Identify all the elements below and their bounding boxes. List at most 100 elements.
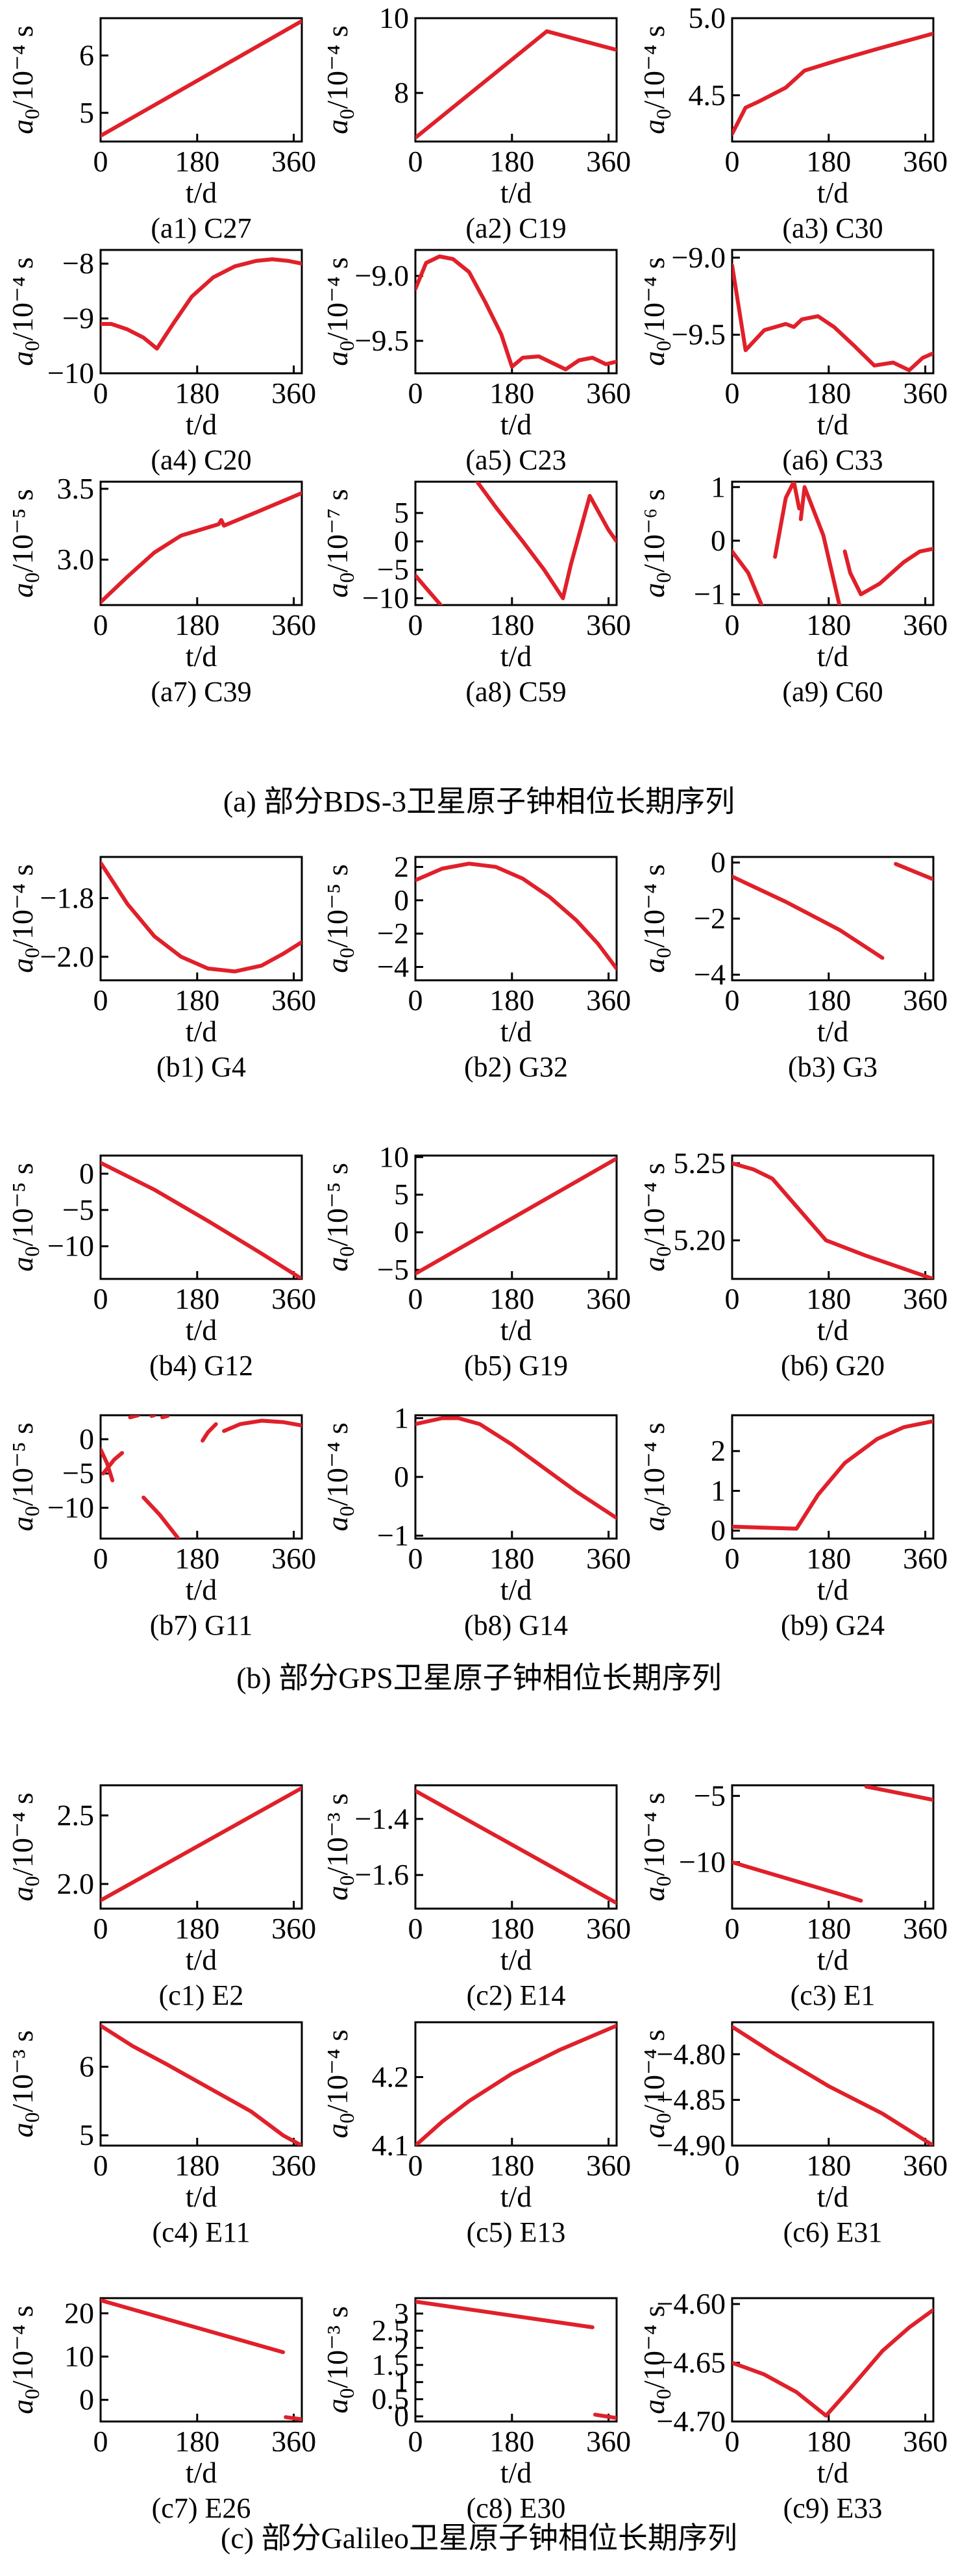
x-tick-label: 360	[903, 377, 948, 410]
axes-box	[414, 1154, 618, 1280]
x-tick-label: 360	[271, 2149, 316, 2182]
x-tick-label: 0	[93, 145, 108, 178]
x-tick-label: 180	[175, 377, 219, 410]
series-line	[798, 485, 842, 605]
axes-box	[99, 480, 303, 606]
y-tick-label: 1	[394, 1402, 409, 1435]
y-tick-label: 4.5	[689, 79, 726, 112]
x-tick-label: 360	[271, 608, 316, 641]
y-axis-label: a0/10⁻⁴ s	[637, 1163, 675, 1272]
subplot-b4g12: 0 180 360−10−50t/da0/10⁻⁵ s(b4) G12	[6, 1154, 316, 1381]
x-axis-label: t/d	[817, 176, 849, 209]
x-axis-label: t/d	[817, 2180, 849, 2213]
x-tick-label: 180	[489, 2149, 534, 2182]
series-line	[284, 2415, 302, 2421]
y-axis-label: a0/10⁻⁵ s	[321, 864, 358, 973]
x-tick-label: 180	[489, 1912, 534, 1945]
y-tick-label: 0	[79, 1157, 94, 1190]
x-tick-label: 0	[93, 1542, 108, 1575]
y-axis-label: a0/10⁻⁴ s	[6, 257, 43, 366]
series-line	[101, 2298, 286, 2355]
y-tick-label: −9.0	[355, 259, 409, 292]
x-axis-label: t/d	[186, 2180, 217, 2213]
subplot-caption: (b3) G3	[788, 1051, 878, 1083]
axes-box	[99, 856, 303, 982]
x-tick-label: 360	[586, 2149, 631, 2182]
x-axis-label: t/d	[817, 2456, 849, 2489]
axes-box	[99, 1784, 303, 1910]
x-tick-label: 360	[903, 1912, 948, 1945]
subplot-c1e2: 0 180 360 2.0 2.5 t/d a0/10⁻⁴ s (c1) E2	[6, 1784, 316, 2011]
series-line	[732, 1419, 933, 1531]
series-line	[101, 257, 302, 351]
subplot-caption: (a1) C27	[151, 212, 251, 244]
y-tick-label: −4.60	[657, 2287, 726, 2320]
axes-box	[414, 2021, 618, 2147]
y-tick-label: −5	[62, 1457, 94, 1490]
y-axis-label: a0/10⁻⁴ s	[637, 1422, 675, 1531]
subplot-b1g4: 0 180 360 −2.0 −1.8 t/d a0/10⁻⁴ s (b1) G4	[6, 856, 316, 1083]
y-tick-label: −5	[694, 1779, 726, 1812]
x-axis-label: t/d	[817, 1015, 849, 1048]
series-line	[732, 263, 933, 373]
y-tick-label: −10	[47, 1230, 94, 1263]
subplot-caption: (a2) C19	[465, 212, 566, 244]
subplot-c9e33: 0 180 360 −4.70 −4.65 −4.60 t/d a0/10⁻⁴ s (c9) E…	[637, 2287, 948, 2524]
y-axis-label: a0/10⁻⁴ s	[637, 2029, 675, 2138]
y-tick-label: 6	[79, 38, 94, 71]
x-axis-label: t/d	[500, 2456, 532, 2489]
subplot-c2e14: 0 180 360 −1.6 −1.4 t/d a0/10⁻³ s (c2) E14	[321, 1784, 631, 2011]
y-tick-label: 5.0	[689, 1, 726, 34]
y-tick-label: 0	[394, 2399, 409, 2433]
y-tick-label: 5	[79, 2118, 94, 2151]
axes-box	[731, 2021, 935, 2147]
y-axis-label: a0/10⁻⁵ s	[6, 1163, 43, 1272]
y-axis-label: a0/10⁻⁴ s	[637, 257, 675, 366]
y-tick-label: −2	[377, 917, 409, 950]
axes-box	[731, 1784, 935, 1910]
series-line	[732, 31, 933, 136]
series-line	[773, 482, 802, 559]
y-tick-label: 5	[394, 1178, 409, 1211]
subplot-caption: (a8) C59	[465, 676, 566, 708]
x-tick-label: 360	[903, 1542, 948, 1575]
subplot-caption: (b9) G24	[781, 1609, 885, 1641]
y-tick-label: 0	[394, 1460, 409, 1493]
x-tick-label: 0	[93, 608, 108, 641]
y-tick-label: 10	[64, 2340, 94, 2373]
subplot-caption: (a9) C60	[782, 676, 883, 708]
subplot-a5c23: 0 180 360 −9.5 −9.0 t/d a0/10⁻⁴ s (a5) C23	[321, 249, 631, 476]
axes-box	[731, 1154, 935, 1280]
x-axis-label: t/d	[186, 2456, 217, 2489]
subplot-caption: (a5) C23	[465, 444, 566, 476]
axes-box	[731, 480, 935, 606]
x-axis-label: t/d	[500, 1573, 532, 1606]
series-line	[101, 1451, 125, 1476]
series-line	[732, 874, 885, 960]
x-tick-label: 0	[408, 2149, 423, 2182]
x-tick-label: 360	[903, 1282, 948, 1315]
y-tick-label: −1	[377, 1518, 409, 1552]
subplot-caption: (c7) E26	[152, 2492, 251, 2524]
y-axis-label: a0/10⁻⁴ s	[6, 2305, 43, 2414]
x-tick-label: 0	[93, 2149, 108, 2182]
x-tick-label: 0	[725, 377, 740, 410]
x-tick-label: 180	[806, 1282, 851, 1315]
axes-box	[414, 249, 618, 375]
y-tick-label: 2	[394, 850, 409, 883]
x-axis-label: t/d	[186, 408, 217, 441]
subplot-c6e31: 0 180 360 −4.90 −4.85 −4.80 t/d a0/10⁻⁴ s (c6) E…	[637, 2021, 948, 2248]
x-tick-label: 360	[586, 608, 631, 641]
y-axis-label: a0/10⁻⁴ s	[321, 1422, 358, 1531]
series-line	[149, 1415, 156, 1418]
axes-box	[99, 2021, 303, 2147]
series-line	[222, 1418, 302, 1433]
y-tick-label: 3	[394, 2297, 409, 2330]
y-axis-label: a0/10⁻⁴ s	[637, 25, 675, 134]
y-tick-label: −1.4	[355, 1802, 409, 1835]
y-tick-label: −9.5	[355, 324, 409, 357]
y-axis-label: a0/10⁻⁵ s	[6, 489, 43, 598]
